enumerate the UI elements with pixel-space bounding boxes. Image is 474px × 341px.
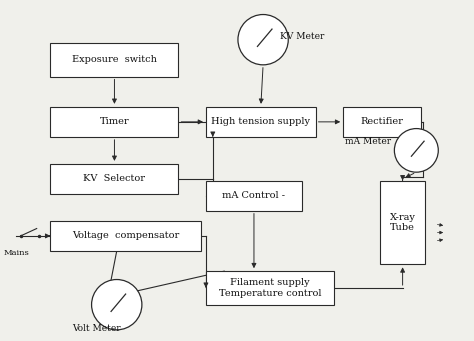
FancyBboxPatch shape <box>380 181 426 264</box>
FancyBboxPatch shape <box>343 107 421 137</box>
Ellipse shape <box>394 129 438 172</box>
Text: X-ray
Tube: X-ray Tube <box>390 213 416 232</box>
Ellipse shape <box>238 15 288 65</box>
FancyBboxPatch shape <box>206 107 316 137</box>
Text: Filament supply
Temperature control: Filament supply Temperature control <box>219 278 321 298</box>
Text: High tension supply: High tension supply <box>211 117 310 127</box>
Text: Rectifier: Rectifier <box>361 117 403 127</box>
FancyBboxPatch shape <box>50 107 179 137</box>
Text: Exposure  switch: Exposure switch <box>72 55 157 64</box>
Text: mA Meter: mA Meter <box>345 137 392 147</box>
Text: Voltage  compensator: Voltage compensator <box>72 232 180 240</box>
FancyBboxPatch shape <box>206 181 302 211</box>
FancyBboxPatch shape <box>50 221 201 251</box>
Text: KV Meter: KV Meter <box>280 32 324 41</box>
Text: mA Control -: mA Control - <box>222 191 285 200</box>
Text: Mains: Mains <box>3 249 29 257</box>
Text: Volt Meter: Volt Meter <box>72 324 120 333</box>
FancyBboxPatch shape <box>206 271 334 305</box>
Text: Timer: Timer <box>100 117 129 127</box>
FancyBboxPatch shape <box>50 164 179 194</box>
Ellipse shape <box>91 280 142 330</box>
FancyBboxPatch shape <box>50 43 179 77</box>
Text: KV  Selector: KV Selector <box>83 174 146 183</box>
